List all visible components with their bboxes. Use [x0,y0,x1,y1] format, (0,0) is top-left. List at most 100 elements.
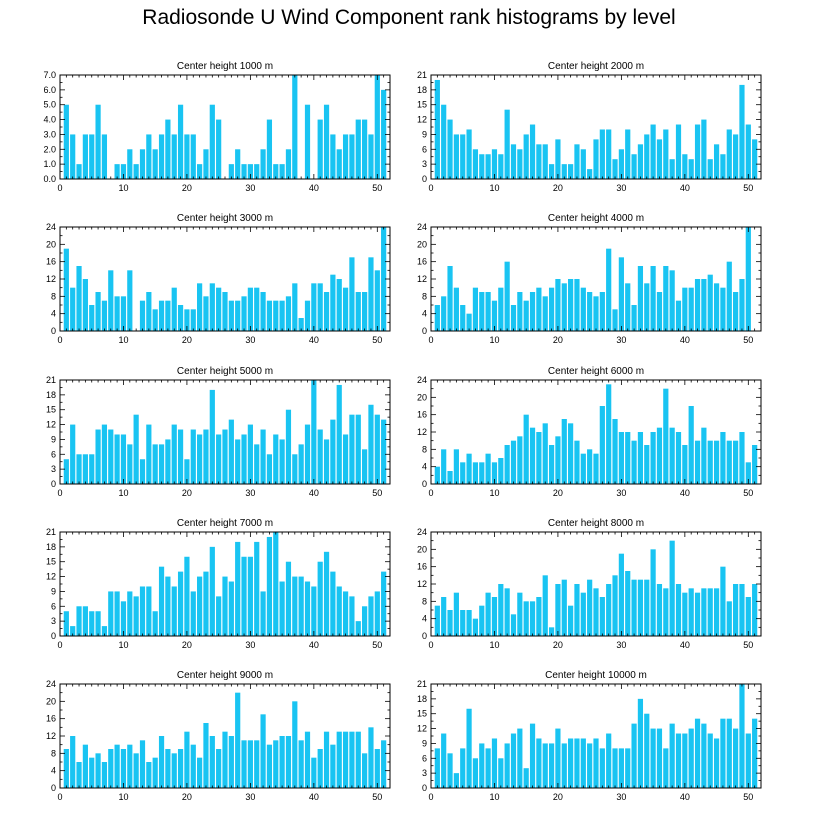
histogram-bar [637,266,644,331]
histogram-bar [216,287,222,331]
histogram-bar [536,432,542,484]
histogram-bar [158,736,165,788]
histogram-bar [561,419,567,484]
x-tick-label: 50 [372,792,382,802]
histogram-bar [95,611,101,636]
histogram-bar [510,144,517,179]
histogram-bar [349,596,355,636]
histogram-bar [82,454,88,484]
histogram-bar [362,119,368,179]
y-tick-label: 8 [422,596,427,606]
histogram-bar [548,445,555,484]
y-tick-label: 3 [51,464,56,474]
histogram-bar [694,440,701,484]
histogram-panel: Center height 10000 m 0 10 20 30 40 50 0 3 6 9 12 15… [417,670,762,802]
histogram-bar [707,733,713,788]
y-tick-label: 21 [46,375,56,385]
histogram-bar [349,134,355,179]
histogram-bar [108,270,114,331]
histogram-bar [285,409,292,484]
histogram-bar [146,586,152,636]
histogram-bar [336,731,342,788]
y-tick-label: 9 [51,586,56,596]
histogram-bar [441,449,447,484]
x-tick-label: 0 [57,488,62,498]
histogram-bar [381,740,387,788]
panel-title: Center height 1000 m [177,61,273,72]
y-tick-label: 21 [417,70,427,80]
histogram-bar [574,440,580,484]
histogram-bar [304,300,311,331]
histogram-bar [555,279,561,331]
histogram-bar [701,119,707,179]
histogram-bar [70,287,76,331]
x-tick-label: 40 [680,183,690,193]
histogram-bar [574,279,580,331]
histogram-bar [434,748,440,788]
histogram-bar [479,743,485,788]
histogram-bar [536,287,542,331]
histogram-bar [197,283,203,331]
x-tick-label: 10 [489,640,499,650]
histogram-bar [381,89,387,179]
histogram-bar [235,692,241,788]
histogram-bar [298,444,304,484]
histogram-bar [209,736,215,788]
histogram-bar [177,429,184,484]
histogram-bar [171,586,177,636]
histogram-bar [165,300,171,331]
histogram-bar [472,758,479,788]
histogram-bar [82,606,88,636]
histogram-bar [752,718,758,788]
histogram-bar [656,292,663,331]
histogram-bar [152,611,158,636]
histogram-bar [460,462,466,484]
x-tick-label: 40 [309,183,319,193]
histogram-bar [574,738,580,788]
histogram-bar [669,723,675,788]
histogram-bar [355,621,361,636]
histogram-bar [498,287,504,331]
x-tick-label: 20 [182,488,192,498]
histogram-bar [498,758,504,788]
histogram-bar [89,134,95,179]
histogram-bar [165,749,171,788]
histogram-bar [485,592,491,636]
histogram-bar [304,424,311,484]
x-tick-label: 50 [743,335,753,345]
histogram-bar [120,296,127,331]
histogram-bar [580,592,586,636]
histogram-bar [247,287,253,331]
histogram-bar [485,154,491,179]
histogram-bar [203,296,209,331]
histogram-bar [713,283,720,331]
histogram-bar [381,227,387,331]
histogram-bar [688,159,694,179]
histogram-bar [650,549,656,636]
histogram-bar [434,79,440,179]
histogram-bar [76,606,82,636]
histogram-bar [472,149,479,179]
y-tick-label: 12 [46,572,56,582]
histogram-bar [701,588,707,636]
histogram-bar [222,576,228,636]
histogram-bar [266,454,273,484]
histogram-bar [101,762,108,788]
histogram-bar [574,144,580,179]
histogram-bar [663,266,669,331]
histogram-bar [241,556,247,636]
histogram-bar [726,261,732,331]
y-tick-label: 5.0 [43,100,56,110]
histogram-bar [580,287,586,331]
histogram-bar [247,164,253,179]
histogram-bar [745,462,751,484]
y-tick-label: 0 [422,783,427,793]
histogram-bar [197,576,203,636]
histogram-bar [323,292,330,331]
histogram-bar [203,571,209,636]
histogram-bar [184,731,190,788]
histogram-bar [120,434,127,484]
y-tick-label: 24 [46,222,56,232]
histogram-bar [656,427,663,484]
histogram-bar [292,283,298,331]
